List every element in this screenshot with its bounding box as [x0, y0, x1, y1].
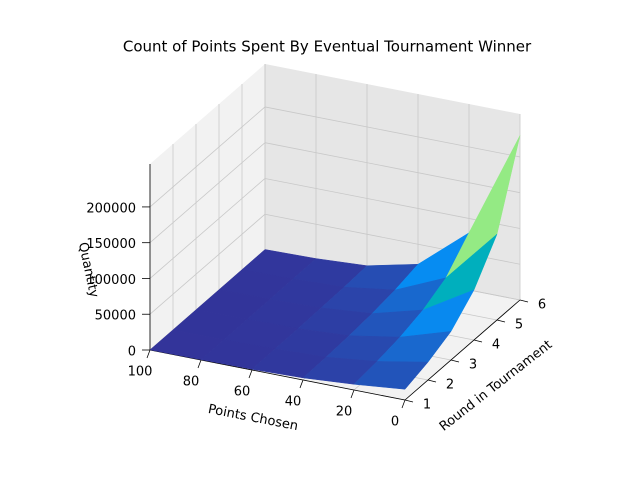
x-tick-label: 0 — [391, 415, 399, 430]
tick-mark — [496, 319, 506, 323]
y-axis-line — [404, 299, 521, 401]
y-tick-label: 3 — [469, 358, 477, 373]
grid-line — [149, 142, 266, 243]
z-tick-label: 0 — [128, 345, 136, 360]
left-pane — [150, 64, 265, 350]
tick-mark — [473, 339, 483, 343]
tick-mark — [350, 389, 355, 399]
x-tick-label: 20 — [336, 405, 353, 420]
tick-mark — [248, 369, 253, 379]
x-axis-line — [149, 349, 406, 401]
z-tick-label: 200000 — [86, 201, 136, 216]
grid-line — [149, 178, 266, 279]
x-tick-label: 40 — [285, 395, 302, 410]
y-tick-label: 4 — [492, 338, 500, 353]
tick-mark — [450, 359, 460, 363]
tick-mark — [427, 379, 437, 383]
grid-line — [149, 106, 266, 208]
z-tick-label: 50000 — [95, 309, 136, 324]
surface-patch — [353, 361, 429, 390]
tick-mark — [401, 399, 406, 409]
grid-line — [264, 142, 521, 194]
grid-line — [264, 106, 521, 158]
grid-line — [149, 213, 266, 315]
y-tick-label: 6 — [538, 298, 546, 313]
z-tick-label: 150000 — [86, 237, 136, 252]
tick-mark — [404, 399, 414, 403]
y-tick-label: 5 — [515, 318, 523, 333]
tick-mark — [299, 379, 304, 389]
tick-mark — [146, 349, 151, 359]
y-tick-label: 2 — [446, 378, 454, 393]
chart-title: Count of Points Spent By Eventual Tourna… — [123, 38, 532, 56]
tick-mark — [197, 359, 202, 369]
tick-mark — [519, 299, 529, 303]
z-tick-label: 100000 — [86, 273, 136, 288]
y-tick-label: 1 — [423, 398, 431, 413]
x-tick-label: 60 — [234, 385, 251, 400]
x-tick-label: 80 — [183, 375, 200, 390]
x-tick-label: 100 — [128, 365, 153, 380]
